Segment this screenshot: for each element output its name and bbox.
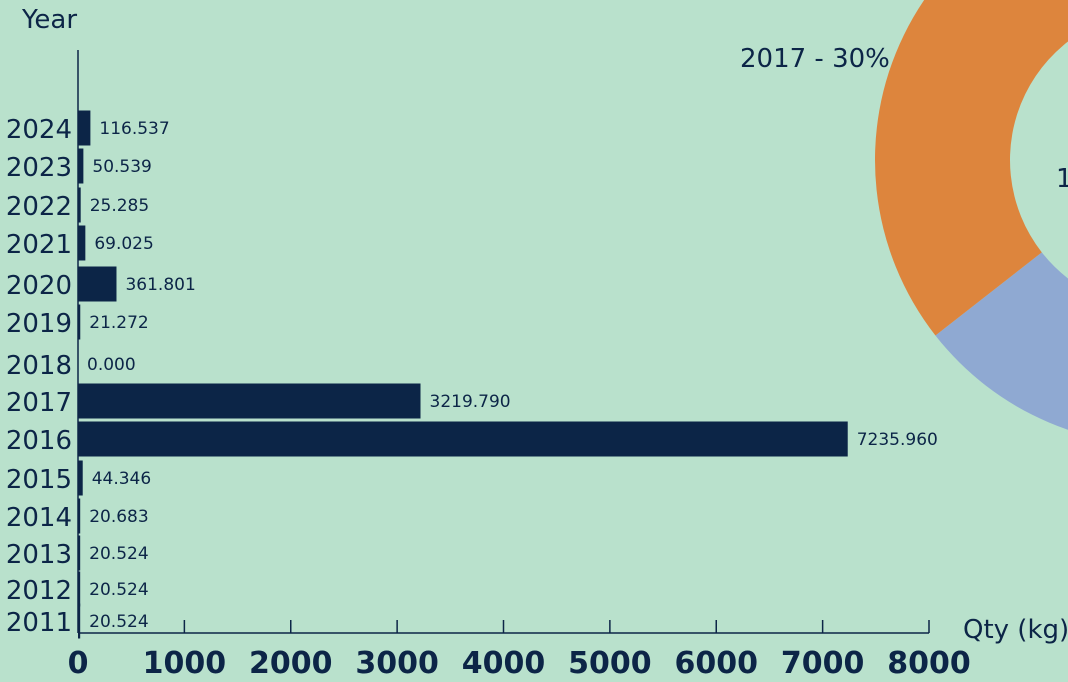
year-label-2014: 2014 [6, 503, 72, 533]
value-label-2020: 361.801 [125, 275, 195, 295]
year-label-2017: 2017 [6, 388, 72, 418]
value-label-2017: 3219.790 [430, 392, 511, 412]
x-tick-label-2000: 2000 [249, 646, 333, 681]
year-label-2023: 2023 [6, 153, 72, 183]
donut-slice-2017 [935, 252, 1068, 430]
donut-slice-other [875, 0, 1068, 336]
year-label-2013: 2013 [6, 540, 72, 570]
bar-series: 2024 116.537 2023 50.539 2022 25.285 2021 69.02… [6, 110, 938, 639]
axes: 0 1000 2000 3000 4000 5000 6000 7000 8000 [68, 50, 971, 681]
value-label-2012: 20.524 [89, 580, 148, 600]
bar-2015 [78, 460, 83, 496]
year-label-2016: 2016 [6, 426, 72, 456]
x-tick-label-8000: 8000 [887, 646, 971, 681]
bar-2016 [78, 421, 848, 457]
value-label-2013: 20.524 [89, 544, 148, 564]
value-label-2021: 69.025 [94, 234, 153, 254]
y-axis-title: Year [21, 5, 77, 35]
x-tick-label-7000: 7000 [781, 646, 865, 681]
value-label-2019: 21.272 [89, 313, 148, 333]
x-tick-label-4000: 4000 [462, 646, 546, 681]
year-label-2019: 2019 [6, 309, 72, 339]
year-label-2012: 2012 [6, 576, 72, 606]
value-label-2016: 7235.960 [857, 430, 938, 450]
value-label-2015: 44.346 [92, 469, 151, 489]
donut-label-partial: 1 [1056, 164, 1068, 194]
x-tick-label-6000: 6000 [675, 646, 759, 681]
bar-2023 [78, 148, 84, 184]
year-label-2022: 2022 [6, 192, 72, 222]
x-tick-label-1000: 1000 [143, 646, 227, 681]
donut-chart: 2017 - 30% 1 [740, 0, 1068, 430]
year-label-2018: 2018 [6, 351, 72, 381]
bar-2014 [78, 498, 81, 534]
donut-hole [1011, 42, 1068, 278]
bar-2020 [78, 266, 117, 302]
value-label-2018: 0.000 [87, 355, 136, 375]
value-label-2023: 50.539 [92, 157, 151, 177]
value-label-2024: 116.537 [99, 119, 169, 139]
bar-2017 [78, 383, 421, 419]
value-label-2011: 20.524 [89, 612, 148, 632]
x-tick-label-5000: 5000 [568, 646, 652, 681]
value-label-2022: 25.285 [90, 196, 149, 216]
bar-2013 [78, 535, 81, 571]
donut-label-2017: 2017 - 30% [740, 44, 890, 74]
bar-2019 [78, 304, 81, 340]
value-label-2014: 20.683 [89, 507, 148, 527]
bar-2012 [78, 571, 81, 607]
bar-2021 [78, 225, 86, 261]
bar-2022 [78, 187, 81, 223]
year-label-2021: 2021 [6, 230, 72, 260]
bar-2011 [78, 603, 81, 639]
x-tick-label-3000: 3000 [355, 646, 439, 681]
x-tick-label-0: 0 [68, 646, 89, 681]
bar-2024 [78, 110, 91, 146]
x-axis-title: Qty (kg) [963, 615, 1068, 645]
year-label-2020: 2020 [6, 271, 72, 301]
year-label-2024: 2024 [6, 115, 72, 145]
year-label-2011: 2011 [6, 608, 72, 638]
year-label-2015: 2015 [6, 465, 72, 495]
